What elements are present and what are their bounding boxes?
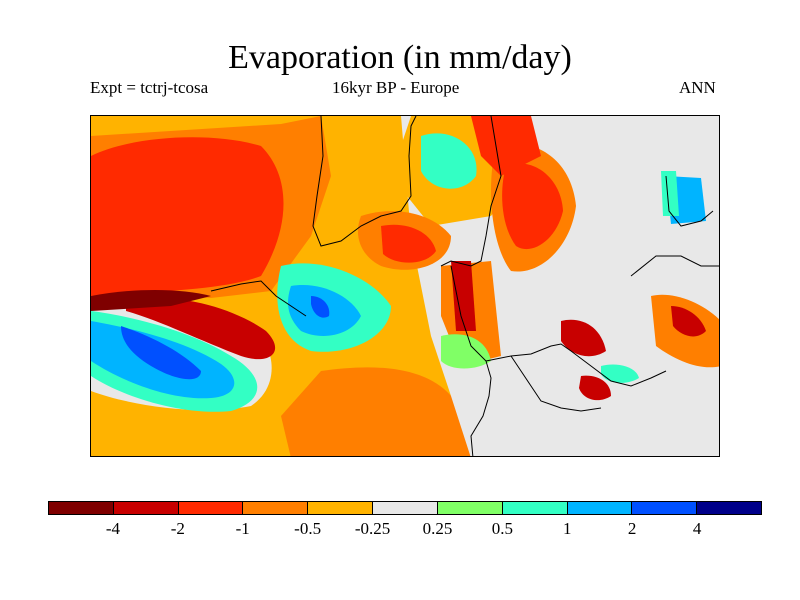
colorbar-swatch xyxy=(178,502,244,514)
colorbar-swatch xyxy=(567,502,633,514)
colorbar-swatch xyxy=(697,502,761,514)
iberia-orange xyxy=(281,367,471,456)
colorbar-swatch xyxy=(113,502,179,514)
colorbar-swatch xyxy=(308,502,374,514)
colorbar-swatch xyxy=(243,502,309,514)
colorbar-tick-label: -2 xyxy=(170,519,185,538)
colorbar-tick-label: -4 xyxy=(105,519,120,538)
dark-blue-core xyxy=(121,326,201,380)
colorbar-tick-label: 1 xyxy=(563,519,572,538)
baltic-cyan xyxy=(421,133,477,189)
colorbar-tick-label: 2 xyxy=(627,519,637,538)
colorbar-swatch xyxy=(632,502,698,514)
caspian-coast xyxy=(665,175,714,227)
black-sea-cyan xyxy=(661,171,679,216)
colorbar-swatch xyxy=(437,502,503,514)
anatolia-red xyxy=(671,306,706,337)
balkan-coast xyxy=(485,343,667,387)
period-region-label: 16kyr BP - Europe xyxy=(332,78,460,97)
crete-red xyxy=(579,375,611,401)
greece-coast xyxy=(510,355,602,412)
greece-red xyxy=(561,319,606,357)
italy-red xyxy=(451,261,476,331)
coastlines xyxy=(210,116,719,456)
colorbar-tick-label: -0.5 xyxy=(294,519,322,538)
evaporation-map xyxy=(90,115,720,457)
black-sea-coast xyxy=(630,255,719,277)
colorbar-tick-label: -1 xyxy=(235,519,250,538)
biscay-core xyxy=(311,296,330,318)
colorbar-tick-label: 0.25 xyxy=(422,519,453,538)
central-red xyxy=(381,224,436,263)
plot-title: Evaporation (in mm/day) xyxy=(228,39,572,76)
colorbar-swatch xyxy=(502,502,568,514)
dark-red-core xyxy=(126,297,276,360)
west-coast-line xyxy=(312,116,417,247)
colorbar-swatch xyxy=(49,502,114,514)
map-canvas xyxy=(91,116,719,456)
deep-red-strip xyxy=(91,290,211,311)
ireland-uk-coast xyxy=(210,280,307,317)
anomaly-fields xyxy=(91,116,719,456)
colorbar xyxy=(48,501,762,515)
north-red xyxy=(471,116,541,176)
atlantic-red-field xyxy=(91,137,284,296)
colorbar-tick-label: -0.25 xyxy=(354,519,391,538)
scandinavia-red xyxy=(502,163,563,250)
colorbar-tick-label: 0.5 xyxy=(491,519,513,538)
colorbar-swatch xyxy=(373,502,438,514)
adriatic-green xyxy=(441,334,491,369)
italy-coast xyxy=(450,265,492,456)
scandinavia-coast xyxy=(440,116,502,267)
experiment-label: Expt = tctrj-tcosa xyxy=(90,78,209,97)
season-label: ANN xyxy=(679,78,716,97)
colorbar-tick-label: 4 xyxy=(692,519,702,538)
aegean-cyan xyxy=(601,364,639,383)
